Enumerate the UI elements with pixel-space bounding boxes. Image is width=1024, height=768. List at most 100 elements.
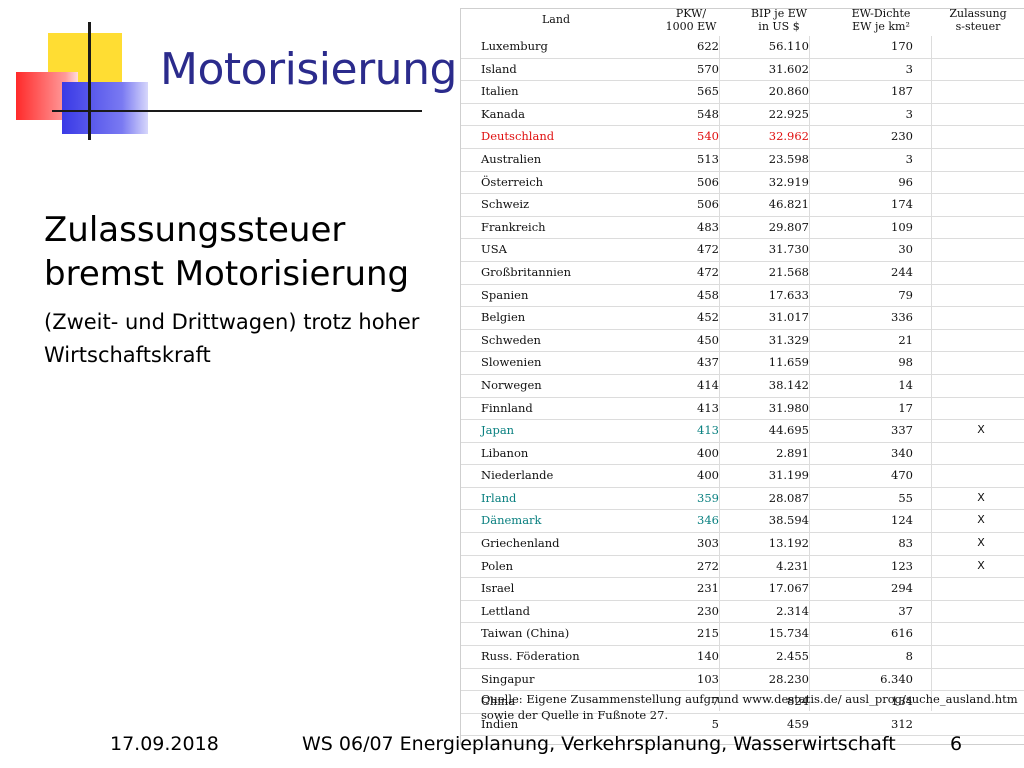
cell-zul: X: [977, 536, 985, 550]
cell-pkw: 565: [697, 84, 719, 99]
cell-land: Russ. Föderation: [481, 649, 580, 664]
cell-ew: 244: [891, 264, 913, 279]
cell-zul: X: [977, 423, 985, 437]
table-row: Luxemburg 622 56.110 170: [461, 36, 1024, 59]
logo-blue-square: [62, 82, 148, 134]
cell-land: Slowenien: [481, 355, 542, 370]
cell-zul: X: [977, 558, 985, 572]
table-header: Land PKW/ 1000 EW BIP je EW in US $ EW-D…: [461, 7, 1024, 35]
cell-land: Libanon: [481, 445, 529, 460]
table-row: Deutschland 540 32.962 230: [461, 126, 1024, 149]
cell-land: Dänemark: [481, 513, 542, 528]
cell-pkw: 400: [697, 468, 719, 483]
cell-bip: 15.734: [768, 626, 809, 641]
cell-ew: 336: [891, 310, 913, 325]
cell-pkw: 215: [697, 626, 719, 641]
cell-pkw: 513: [697, 151, 719, 166]
cell-bip: 824: [787, 694, 809, 709]
cell-bip: 44.695: [768, 423, 809, 438]
table-row: Russ. Föderation 140 2.455 8: [461, 646, 1024, 669]
cell-ew: 174: [891, 197, 913, 212]
cell-pkw: 346: [697, 513, 719, 528]
cell-land: Niederlande: [481, 468, 554, 483]
cell-ew: 109: [891, 219, 913, 234]
cell-bip: 31.730: [768, 242, 809, 257]
cell-bip: 31.602: [768, 61, 809, 76]
cell-ew: 134: [891, 694, 913, 709]
cell-ew: 30: [898, 242, 913, 257]
cell-pkw: 303: [697, 536, 719, 551]
table-row: Island 570 31.602 3: [461, 59, 1024, 82]
cell-land: Italien: [481, 84, 519, 99]
header-bip: BIP je EW in US $: [750, 7, 808, 33]
cell-land: Norwegen: [481, 377, 542, 392]
header-pkw: PKW/ 1000 EW: [665, 7, 717, 33]
cell-bip: 23.598: [768, 151, 809, 166]
slide-title: Motorisierung: [160, 44, 457, 95]
slide-subtext: (Zweit- und Drittwagen) trotz hoher Wirt…: [44, 310, 420, 367]
cell-land: China: [481, 694, 516, 709]
cell-bip: 56.110: [768, 39, 809, 53]
cell-pkw: 570: [697, 61, 719, 76]
cell-pkw: 450: [697, 332, 719, 347]
cell-pkw: 7: [711, 694, 719, 709]
cell-bip: 28.087: [768, 490, 809, 505]
cell-pkw: 483: [697, 219, 719, 234]
table-row: Libanon 400 2.891 340: [461, 443, 1024, 466]
cell-bip: 21.568: [768, 264, 809, 279]
table-row: Dänemark 346 38.594 124 X: [461, 510, 1024, 534]
header-land: Land: [542, 13, 570, 26]
cell-pkw: 506: [697, 174, 719, 189]
cell-ew: 470: [891, 468, 913, 483]
slide-heading: Zulassungssteuer bremst Motorisierung: [44, 208, 464, 296]
cell-ew: 230: [891, 129, 913, 144]
cell-bip: 31.980: [768, 400, 809, 415]
heading-line-2: bremst Motorisierung: [44, 254, 410, 294]
cell-ew: 170: [891, 39, 913, 53]
cell-pkw: 414: [697, 377, 719, 392]
cell-zul: X: [977, 490, 985, 504]
cell-pkw: 231: [697, 581, 719, 596]
table-row: Taiwan (China) 215 15.734 616: [461, 623, 1024, 647]
cell-ew: 83: [898, 536, 913, 551]
cell-land: Deutschland: [481, 129, 555, 144]
header-zulassungssteuer: Zulassung s-steuer: [949, 7, 1007, 33]
table-row: Norwegen 414 38.142 14: [461, 375, 1024, 398]
cell-bip: 11.659: [768, 355, 809, 370]
cell-pkw: 413: [697, 400, 719, 415]
table-row: Australien 513 23.598 3: [461, 149, 1024, 172]
cell-land: Luxemburg: [481, 39, 548, 53]
cell-bip: 32.962: [768, 129, 809, 144]
cell-land: Polen: [481, 558, 514, 573]
cell-bip: 2.455: [776, 649, 809, 664]
table-row: Schweden 450 31.329 21: [461, 330, 1024, 353]
table-row: China 7 824 134: [461, 691, 1024, 714]
cell-land: Schweiz: [481, 197, 530, 212]
cell-pkw: 458: [697, 287, 719, 302]
cell-land: Österreich: [481, 174, 544, 189]
header-ew-dichte: EW-Dichte EW je km²: [851, 7, 911, 33]
footer-page-number: 6: [950, 733, 963, 755]
cell-bip: 22.925: [768, 106, 809, 121]
cell-bip: 2.891: [776, 445, 809, 460]
cell-bip: 20.860: [768, 84, 809, 99]
table-row: Singapur 103 28.230 6.340: [461, 669, 1024, 692]
cell-bip: 29.807: [768, 219, 809, 234]
cell-ew: 123: [891, 558, 913, 573]
logo-vertical-line: [88, 22, 91, 140]
cell-ew: 14: [898, 377, 913, 392]
cell-ew: 6.340: [880, 671, 913, 686]
data-table: Land PKW/ 1000 EW BIP je EW in US $ EW-D…: [460, 7, 1024, 745]
cell-ew: 3: [905, 151, 913, 166]
table-row: Slowenien 437 11.659 98: [461, 352, 1024, 375]
footer-date: 17.09.2018: [110, 733, 219, 755]
cell-zul: X: [977, 513, 985, 527]
cell-land: Israel: [481, 581, 515, 596]
table-body: Luxemburg 622 56.110 170 Island 570 31.602 3 Ita…: [461, 36, 1024, 737]
cell-bip: 31.329: [768, 332, 809, 347]
cell-ew: 312: [891, 716, 913, 731]
cell-land: Singapur: [481, 671, 535, 686]
cell-land: Australien: [481, 151, 542, 166]
footer-course: WS 06/07 Energieplanung, Verkehrsplanung…: [302, 733, 896, 755]
table-row: Indien 5 459 312: [461, 714, 1024, 737]
